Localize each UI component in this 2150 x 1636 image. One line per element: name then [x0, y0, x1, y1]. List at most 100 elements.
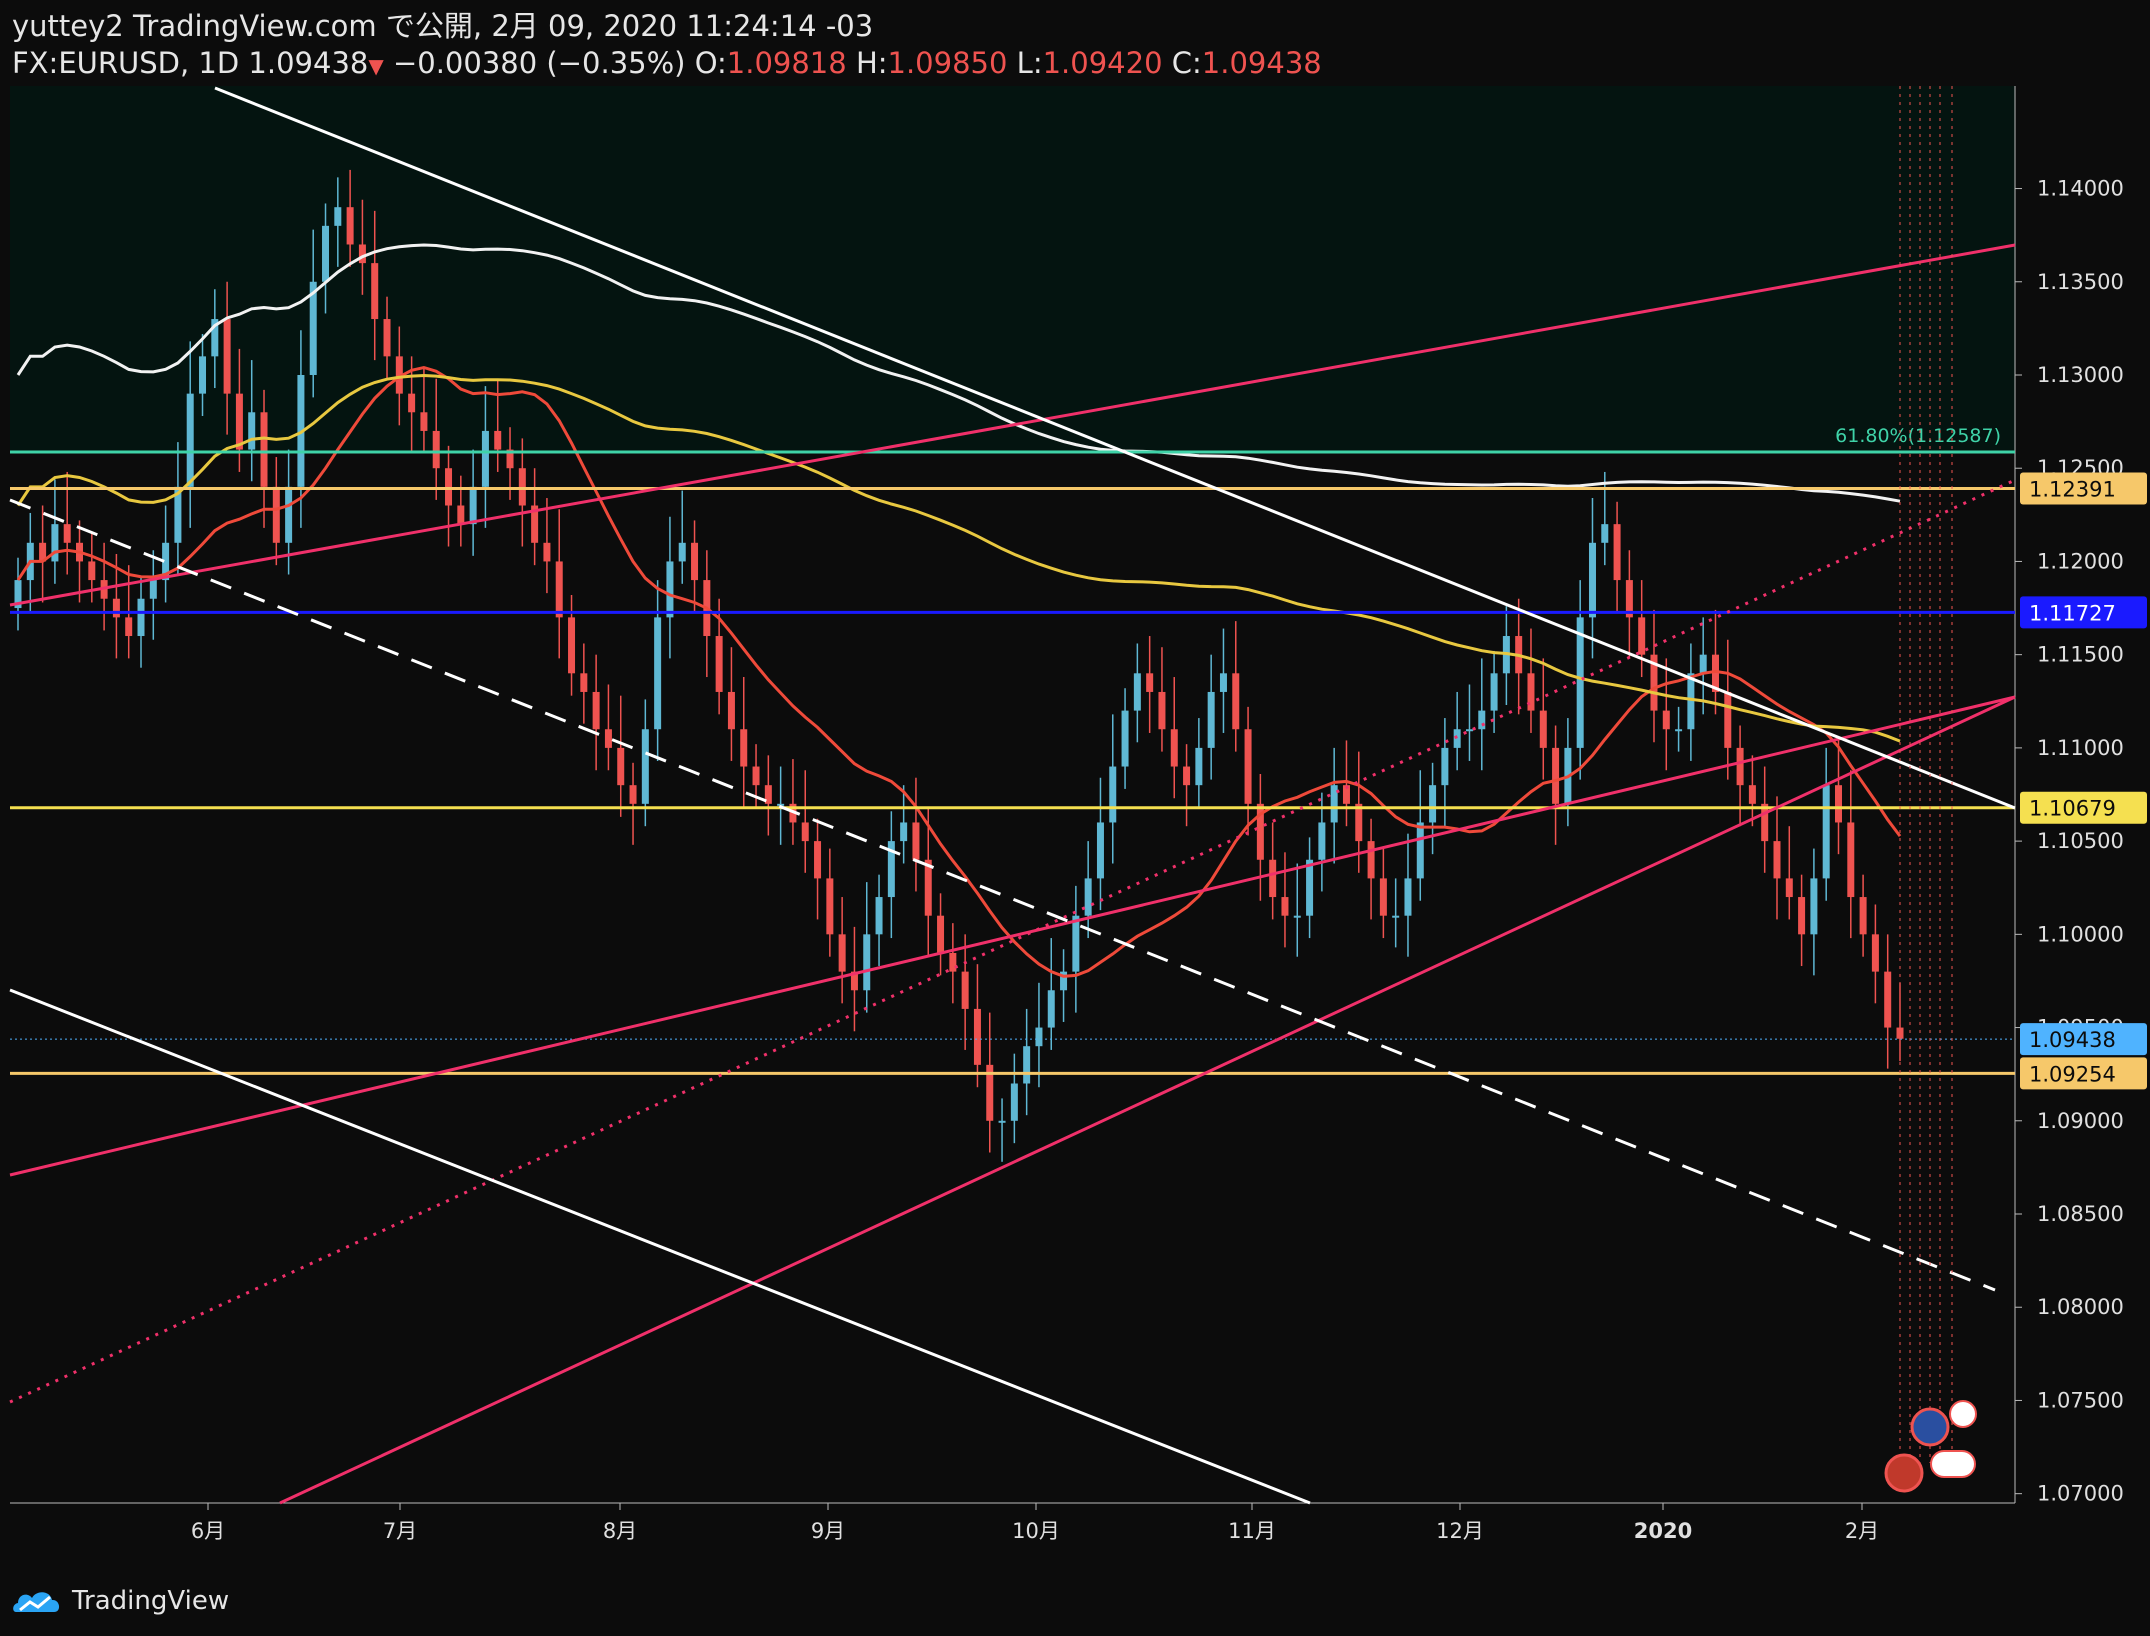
price-tick-label: 1.10500: [2037, 829, 2124, 853]
candle-body: [1798, 897, 1806, 935]
candle-body: [1711, 654, 1719, 692]
candle-body: [949, 952, 957, 972]
candle-body: [334, 207, 342, 226]
candle-body: [1699, 654, 1707, 674]
candle-body: [924, 859, 932, 916]
downtrend-white-dashed: [9, 498, 1996, 1292]
candle-body: [1133, 673, 1141, 711]
candle-body: [801, 822, 809, 842]
candle-body: [1318, 822, 1326, 860]
candle-body: [1256, 803, 1264, 860]
time-tick-label: 12月: [1436, 1519, 1484, 1543]
moving-average-line: [16, 243, 1901, 503]
candle-body: [1736, 747, 1744, 786]
price-tick-label: 1.13500: [2037, 270, 2124, 294]
event-icons[interactable]: [1884, 1400, 1977, 1493]
price-tick-label: 1.07500: [2037, 1388, 2124, 1412]
candle-body: [1096, 822, 1104, 879]
candle-body: [887, 841, 895, 898]
publish-info: yuttey2 TradingView.com で公開, 2月 09, 2020…: [12, 8, 873, 44]
candle-body: [912, 822, 920, 860]
fib-level-label: 61.80%(1.12587): [1835, 425, 2001, 447]
candle-body: [1687, 673, 1695, 730]
price-label-text: 1.10679: [2029, 797, 2116, 821]
candle-body: [1195, 747, 1203, 786]
candle-body: [580, 673, 588, 692]
candle-body: [1748, 785, 1756, 804]
price-tick-label: 1.09000: [2037, 1109, 2124, 1133]
candle-body: [937, 915, 945, 953]
candle-body: [1834, 785, 1842, 823]
candle-body: [383, 319, 391, 357]
price-tick-label: 1.10000: [2037, 922, 2124, 946]
last-price: 1.09438: [248, 46, 369, 80]
candle-body: [272, 486, 280, 543]
upper-zone-shade: [10, 86, 2015, 452]
price-label-text: 1.11727: [2029, 601, 2116, 625]
candle-body: [1527, 673, 1535, 711]
candle-body: [1183, 766, 1191, 786]
candle-body: [617, 747, 625, 786]
time-tick-label: 2020: [1634, 1519, 1692, 1543]
candle-body: [395, 356, 403, 394]
us-flag-icon[interactable]: [1884, 1453, 1924, 1493]
candle-body: [1465, 729, 1473, 732]
candle-body: [1244, 729, 1252, 804]
candle-body: [260, 412, 268, 487]
time-tick-label: 9月: [811, 1519, 845, 1543]
candle-body: [1060, 971, 1068, 991]
price-tick-label: 1.14000: [2037, 177, 2124, 201]
time-tick-label: 6月: [191, 1519, 225, 1543]
candle-body: [1146, 673, 1154, 692]
price-tick-label: 1.07000: [2037, 1482, 2124, 1506]
candle-body: [604, 729, 612, 748]
price-label-text: 1.09438: [2029, 1028, 2116, 1052]
candle-body: [1847, 822, 1855, 898]
candle-body: [309, 281, 317, 375]
candle-body: [469, 486, 477, 525]
low-value: 1.09420: [1042, 46, 1163, 80]
moving-average-line: [16, 365, 1902, 978]
candle-body: [654, 617, 662, 730]
candle-body: [1392, 915, 1400, 918]
time-tick-label: 11月: [1228, 1519, 1276, 1543]
candle-body: [358, 244, 366, 264]
price-label-badge: [2020, 1023, 2147, 1056]
candle-body: [727, 691, 735, 730]
tradingview-logo[interactable]: TradingView: [12, 1583, 229, 1619]
candle-body: [481, 430, 489, 487]
candle-body: [900, 822, 908, 842]
candles: [14, 169, 1904, 1162]
publish-text: yuttey2 TradingView.com で公開, 2月 09, 2020…: [12, 9, 874, 43]
candle-body: [445, 468, 453, 506]
channel-lower-red-line: [9, 695, 2016, 1177]
candle-body: [1416, 822, 1424, 879]
candle-body: [752, 766, 760, 786]
candle-body: [1158, 691, 1166, 730]
price-label-text: 1.12391: [2029, 478, 2116, 502]
eu-flag-icon[interactable]: [1910, 1407, 1950, 1447]
candle-body: [568, 617, 576, 674]
candle-body: [715, 636, 723, 692]
price-tick-label: 1.13000: [2037, 363, 2124, 387]
price-label-badge: [2020, 791, 2147, 824]
channel-upper-red-line: [9, 243, 2016, 607]
candle-body: [1613, 524, 1621, 581]
price-label-badge: [2020, 596, 2147, 629]
candle-body: [1724, 691, 1732, 748]
candle-body: [1884, 971, 1892, 1028]
candle-body: [408, 393, 416, 413]
candle-body: [1761, 803, 1769, 842]
candle-body: [1490, 673, 1498, 711]
event-count-badge-us[interactable]: [1930, 1450, 1976, 1478]
candle-body: [1539, 710, 1547, 748]
candle-body: [764, 785, 772, 804]
event-count-badge-eu[interactable]: [1949, 1400, 1977, 1428]
candle-body: [39, 542, 47, 562]
price-tick-label: 1.08500: [2037, 1202, 2124, 1226]
candle-body: [248, 412, 256, 450]
candle-body: [1084, 878, 1092, 916]
candle-body: [1453, 729, 1461, 748]
candle-body: [1293, 915, 1301, 918]
